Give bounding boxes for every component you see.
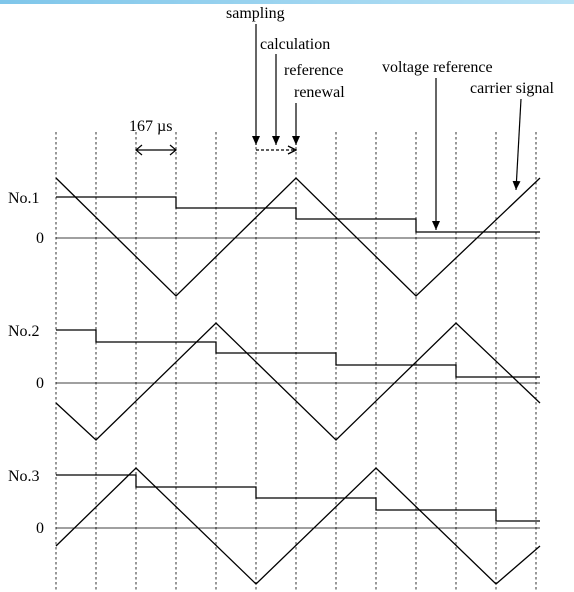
renewal-label: renewal	[294, 84, 345, 101]
period-label: 167 µs	[129, 118, 172, 135]
panel-1-voltage-reference	[56, 196, 540, 233]
panel-1-label: No.1	[8, 190, 40, 207]
panel-2-voltage-reference	[56, 329, 540, 378]
sampling-grid	[55, 132, 537, 592]
panel-2-zero-label: 0	[36, 375, 44, 392]
panel-2-label: No.2	[8, 323, 40, 340]
sampling-label: sampling	[226, 5, 285, 22]
period-arrow	[135, 144, 177, 156]
panel-3-zero-label: 0	[36, 520, 44, 537]
panel-1-zero-label: 0	[36, 230, 44, 247]
panel-3-voltage-reference	[56, 474, 540, 522]
panel-3-carrier-wave	[55, 467, 541, 585]
carrier-signal-arrow	[512, 98, 522, 191]
calculation-label: calculation	[260, 36, 330, 53]
reference-label: reference	[284, 62, 344, 79]
panel-1-carrier-wave	[55, 177, 541, 297]
carrier-signal-label: carrier signal	[470, 80, 555, 97]
header-bar	[0, 0, 574, 4]
panel-3-label: No.3	[8, 468, 40, 485]
panel-2-carrier-wave	[55, 322, 541, 441]
voltage-reference-label: voltage reference	[382, 59, 493, 76]
